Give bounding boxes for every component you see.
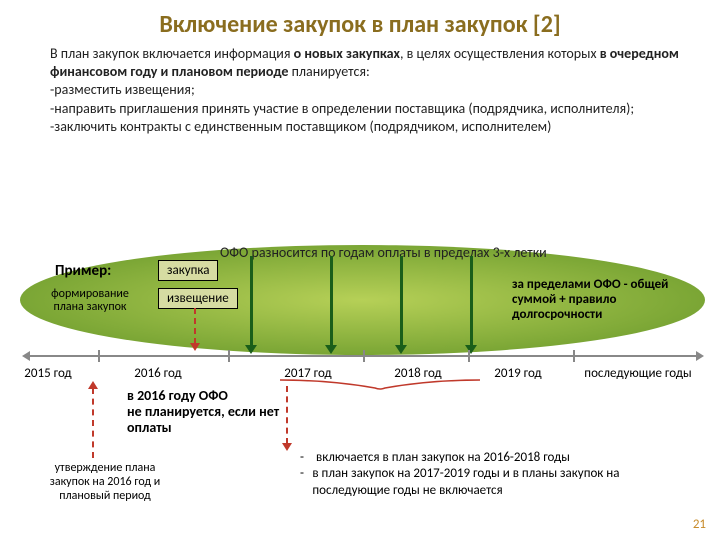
bullet-3: -заключить контракты с единственным пост… xyxy=(50,118,551,135)
tick-5 xyxy=(573,350,575,362)
inclusion-row-1: - включается в план закупок на 2016-2018… xyxy=(300,450,700,466)
arrow-year-1 xyxy=(250,256,253,346)
inclusion-row-2: - в план закупок на 2017-2019 годы и в п… xyxy=(300,466,700,499)
p1b: о новых закупках xyxy=(294,45,400,62)
note-2016-ofo: в 2016 году ОФО не планируется, если нет… xyxy=(127,388,297,436)
year-2019: 2019 год xyxy=(494,366,541,381)
tick-2 xyxy=(228,350,230,362)
beyond-ofo-note: за пределами ОФО - общей суммой + правил… xyxy=(512,278,707,323)
arrow-year-3 xyxy=(400,256,403,346)
tick-3 xyxy=(363,350,365,362)
incl-2b: не включается xyxy=(423,483,503,498)
brace-arrow-down xyxy=(286,386,288,444)
formation-label: формирование плана закупок xyxy=(40,288,140,314)
example-label: Пример: xyxy=(55,262,111,280)
year-2015: 2015 год xyxy=(24,366,71,381)
tick-1 xyxy=(98,350,100,362)
approval-note: утверждение плана закупок на 2016 год и … xyxy=(35,462,175,503)
p1e: планируется: xyxy=(288,63,369,80)
arrow-year-4 xyxy=(470,256,473,346)
p1c: , в целях осуществления которых xyxy=(400,45,600,62)
intro-paragraph: В план закупок включается информация о н… xyxy=(0,45,720,140)
ofo-distribution-note: ОФО разносится по годам оплаты в предела… xyxy=(220,244,547,261)
notice-stage-box: извещение xyxy=(158,288,238,309)
page-number: 21 xyxy=(693,517,706,532)
year-2016: 2016 год xyxy=(134,366,181,381)
purchase-stage-box: закупка xyxy=(158,260,218,281)
bullet-2: -направить приглашения принять участие в… xyxy=(50,100,634,117)
tick-4 xyxy=(468,350,470,362)
dash-approve-to-2015 xyxy=(92,388,94,458)
dash-icon: - xyxy=(300,450,316,466)
dash-icon: - xyxy=(300,466,312,499)
year-future: последующие годы xyxy=(584,366,691,381)
p1a: В план закупок включается информация xyxy=(50,45,294,62)
incl-1a: включается xyxy=(316,450,380,465)
page-title: Включение закупок в план закупок [2] xyxy=(0,0,720,45)
dash-notice-to-2016 xyxy=(194,308,196,344)
inclusion-rules: - включается в план закупок на 2016-2018… xyxy=(300,450,700,499)
incl-1b: в план закупок на 2016-2018 годы xyxy=(380,450,570,465)
arrow-year-2 xyxy=(330,256,333,346)
brace-icon xyxy=(280,376,480,388)
bullet-1: -разместить извещения; xyxy=(50,81,195,98)
